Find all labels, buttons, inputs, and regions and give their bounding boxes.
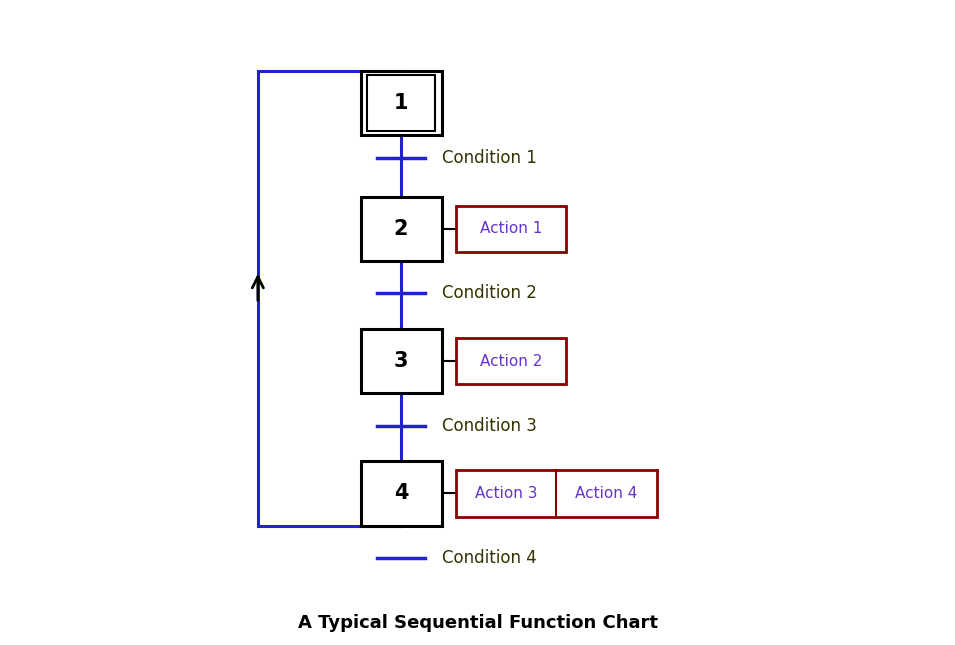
Bar	[361, 329, 441, 393]
Text: 4: 4	[393, 483, 409, 504]
Bar	[361, 461, 441, 526]
Text: Action 2: Action 2	[479, 353, 542, 369]
Bar	[361, 197, 441, 261]
Bar	[456, 206, 565, 252]
Text: 3: 3	[393, 351, 409, 372]
Bar	[456, 470, 657, 517]
Bar	[456, 338, 565, 384]
Bar	[367, 75, 435, 131]
Text: Action 4: Action 4	[575, 486, 638, 501]
Text: Condition 2: Condition 2	[442, 284, 537, 303]
Text: Condition 3: Condition 3	[442, 417, 537, 435]
Text: 1: 1	[393, 93, 409, 114]
Text: Condition 1: Condition 1	[442, 149, 537, 167]
Text: A Typical Sequential Function Chart: A Typical Sequential Function Chart	[298, 614, 657, 632]
Text: Condition 4: Condition 4	[442, 549, 537, 567]
Text: Action 3: Action 3	[475, 486, 538, 501]
Text: Action 1: Action 1	[479, 221, 542, 237]
Bar	[361, 71, 441, 135]
Text: 2: 2	[393, 219, 409, 239]
